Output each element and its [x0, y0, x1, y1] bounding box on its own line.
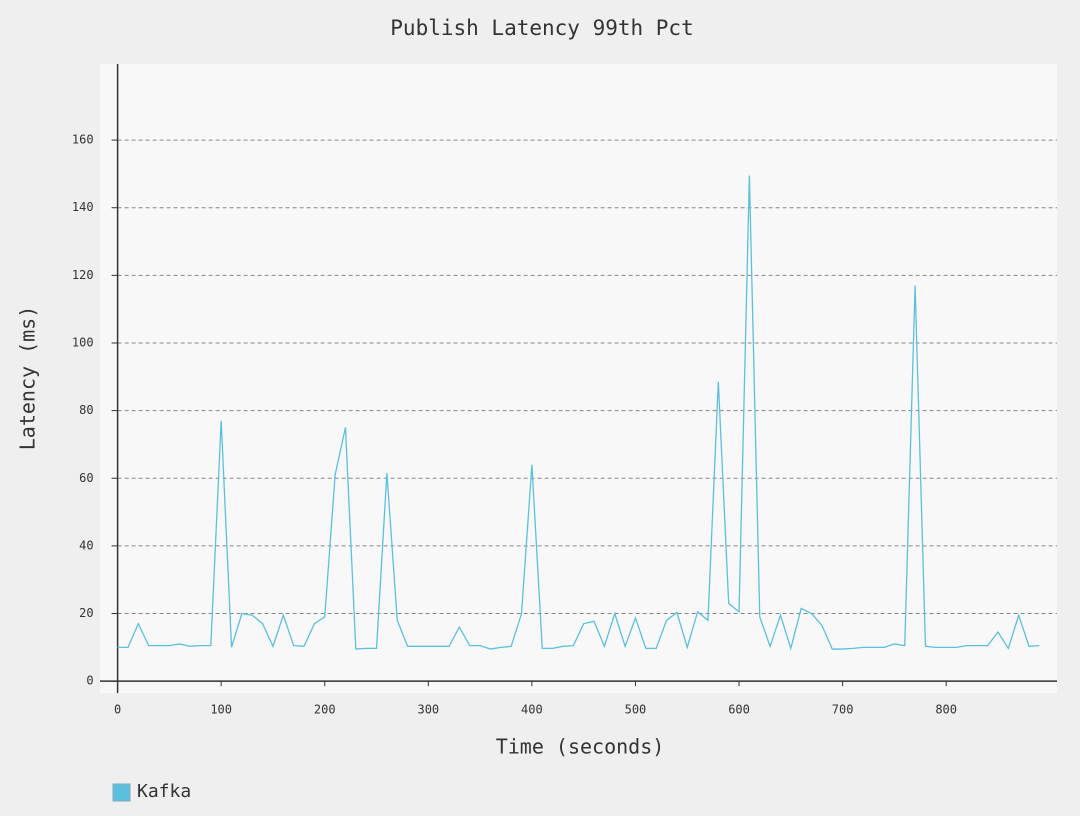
plot-area — [100, 64, 1057, 693]
x-tick-label: 200 — [314, 703, 336, 717]
x-tick-label: 700 — [832, 703, 854, 717]
y-axis-label: Latency (ms) — [16, 306, 40, 451]
x-tick-label: 300 — [417, 703, 439, 717]
y-tick-label: 40 — [79, 538, 93, 552]
y-tick-label: 140 — [72, 200, 94, 214]
y-tick-label: 160 — [72, 133, 94, 147]
x-tick-label: 800 — [935, 703, 957, 717]
x-tick-label: 0 — [114, 703, 121, 717]
y-tick-label: 80 — [79, 403, 93, 417]
x-tick-label: 400 — [521, 703, 543, 717]
legend-swatch — [112, 783, 131, 802]
x-tick-label: 100 — [210, 703, 232, 717]
x-tick-label: 500 — [625, 703, 647, 717]
y-tick-label: 100 — [72, 335, 94, 349]
y-tick-label: 120 — [72, 268, 94, 282]
y-tick-label: 60 — [79, 471, 93, 485]
x-axis-label: Time (seconds) — [496, 735, 665, 759]
chart-title: Publish Latency 99th Pct — [390, 16, 693, 40]
legend-label: Kafka — [137, 781, 191, 802]
y-tick-label: 20 — [79, 606, 93, 620]
data-line — [117, 175, 1040, 651]
x-tick-label: 600 — [728, 703, 750, 717]
y-tick-label: 0 — [86, 674, 93, 688]
